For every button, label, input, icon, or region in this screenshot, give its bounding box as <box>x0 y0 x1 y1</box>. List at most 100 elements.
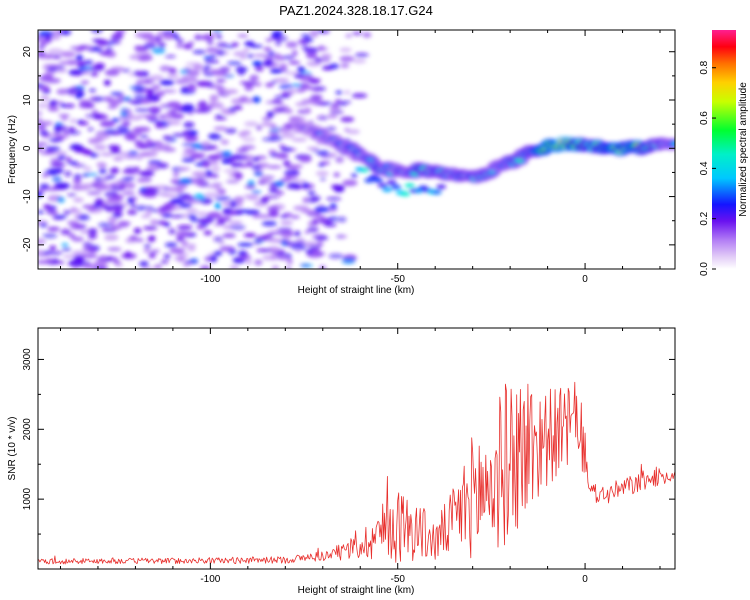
noise-speck <box>69 118 78 123</box>
noise-speck <box>195 181 206 187</box>
noise-speck <box>181 157 195 163</box>
noise-speck <box>103 228 117 233</box>
noise-speck <box>278 83 293 90</box>
noise-speck <box>145 166 160 172</box>
noise-speck <box>277 127 292 133</box>
noise-speck <box>254 65 264 72</box>
noise-speck <box>181 107 194 113</box>
noise-speck <box>148 252 156 259</box>
noise-speck <box>109 36 122 42</box>
noise-speck <box>251 190 262 194</box>
colorbar-ramp <box>712 30 736 269</box>
noise-speck <box>316 115 329 121</box>
noise-speck <box>156 162 169 169</box>
noise-speck <box>38 260 50 265</box>
noise-speck <box>180 231 194 236</box>
noise-speck <box>103 79 111 86</box>
noise-speck <box>302 182 309 189</box>
noise-speck <box>38 123 47 131</box>
noise-speck <box>203 55 212 60</box>
noise-speck <box>44 168 59 176</box>
noise-speck <box>38 142 48 146</box>
noise-speck <box>203 174 214 179</box>
noise-speck <box>290 215 300 219</box>
noise-speck <box>148 160 162 164</box>
noise-speck <box>122 190 135 196</box>
noise-speck <box>180 245 194 249</box>
noise-speck <box>178 203 192 208</box>
noise-speck <box>274 95 291 99</box>
noise-speck <box>297 66 306 73</box>
noise-speck <box>157 220 167 226</box>
colorbar-tick-label: 0.6 <box>699 111 710 125</box>
noise-speck <box>163 147 176 152</box>
noise-speck <box>299 156 312 163</box>
noise-speck <box>154 35 162 43</box>
noise-speck <box>60 51 76 58</box>
noise-speck <box>47 106 60 112</box>
noise-speck <box>249 74 259 82</box>
noise-speck <box>294 230 301 237</box>
noise-speck <box>239 95 249 103</box>
noise-speck <box>48 138 63 142</box>
ridge-core <box>671 141 675 146</box>
noise-speck <box>198 100 208 107</box>
noise-speck <box>213 126 228 131</box>
noise-speck <box>44 35 52 41</box>
noise-speck <box>60 228 71 235</box>
noise-speck <box>335 90 343 95</box>
noise-speck <box>224 89 239 94</box>
noise-speck <box>45 63 60 69</box>
noise-speck <box>173 256 187 261</box>
noise-speck <box>105 47 114 52</box>
noise-speck <box>306 146 320 151</box>
noise-speck <box>283 160 291 167</box>
ridge-echo <box>382 187 393 193</box>
noise-speck <box>191 171 207 177</box>
noise-speck <box>99 203 109 210</box>
noise-speck <box>195 176 205 183</box>
noise-speck <box>143 226 158 231</box>
noise-speck <box>219 248 235 252</box>
noise-speck <box>213 236 223 243</box>
noise-speck <box>252 60 263 67</box>
noise-speck <box>129 115 142 121</box>
noise-speck <box>111 118 121 122</box>
noise-speck <box>279 214 288 219</box>
noise-speck <box>87 204 97 212</box>
noise-speck <box>319 177 326 181</box>
noise-speck <box>320 53 332 59</box>
noise-speck <box>83 59 94 65</box>
noise-speck <box>75 92 82 99</box>
y-tick-label: 0 <box>22 145 33 151</box>
noise-speck <box>267 50 276 57</box>
noise-speck <box>42 173 49 178</box>
noise-speck <box>133 94 146 100</box>
snr-plot-area <box>38 381 675 565</box>
noise-speck <box>118 116 132 121</box>
noise-speck <box>224 44 235 49</box>
noise-speck <box>216 35 223 39</box>
noise-speck <box>274 180 285 187</box>
noise-speck <box>40 151 55 155</box>
noise-speck <box>65 156 72 162</box>
noise-speck <box>169 214 185 219</box>
top-y-axis-label: Frequency (Hz) <box>7 115 18 184</box>
noise-speck <box>68 233 76 239</box>
noise-speck <box>199 265 211 269</box>
noise-speck <box>265 82 274 88</box>
noise-speck <box>187 87 198 91</box>
noise-speck <box>72 178 82 185</box>
colorbar-tick-label: 0.2 <box>699 211 710 225</box>
noise-speck <box>162 113 174 120</box>
noise-speck <box>94 133 110 140</box>
noise-speck <box>38 146 44 152</box>
noise-speck <box>207 154 222 161</box>
noise-speck <box>135 71 144 76</box>
noise-speck <box>305 249 314 254</box>
noise-speck <box>134 108 151 112</box>
noise-speck <box>133 227 142 234</box>
noise-speck <box>94 144 107 151</box>
noise-speck <box>53 215 67 219</box>
noise-speck <box>325 196 342 201</box>
